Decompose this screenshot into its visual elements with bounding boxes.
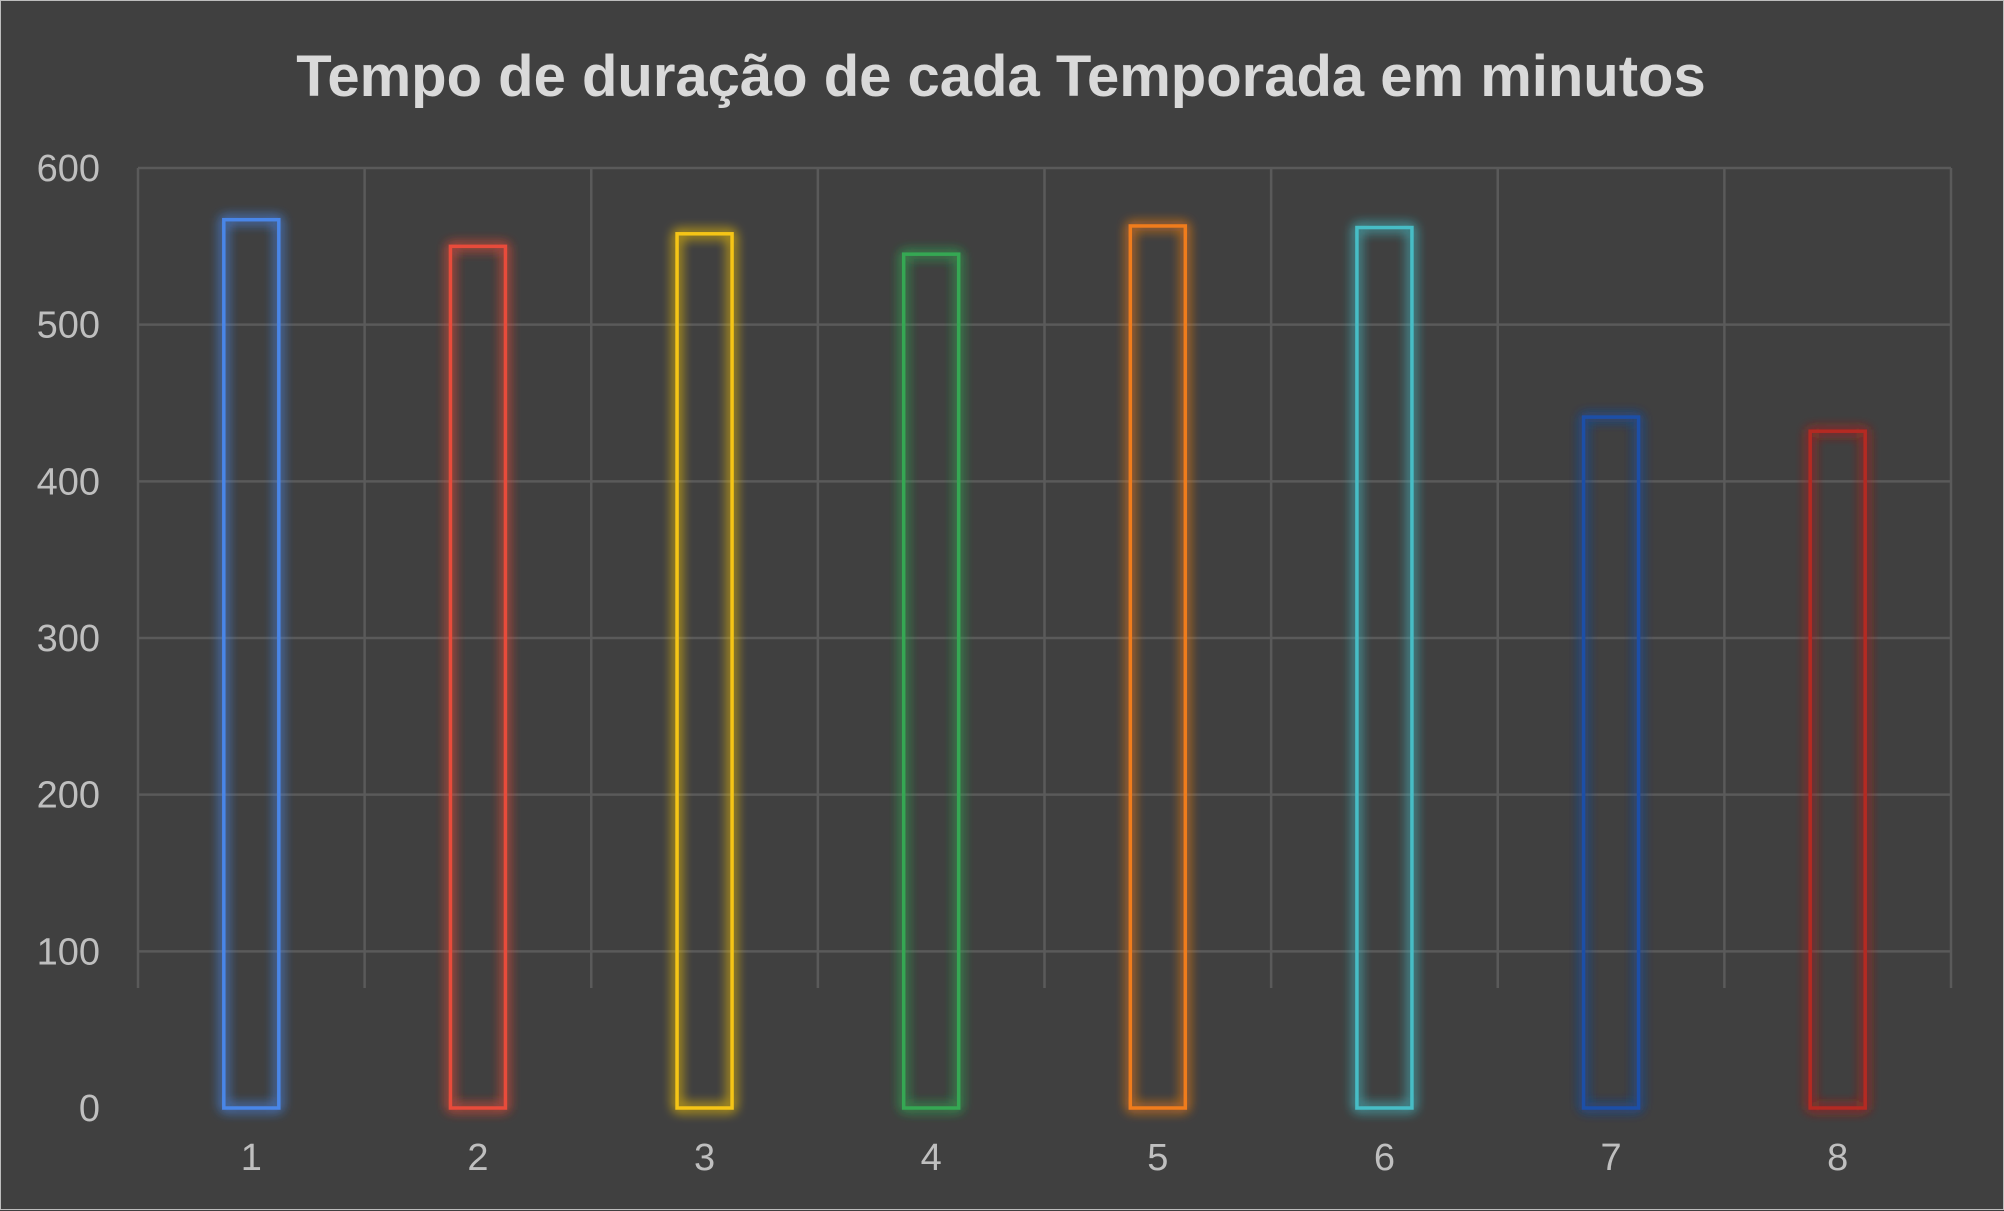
x-tick-label: 1 xyxy=(241,1137,262,1179)
bar-season-2 xyxy=(448,244,508,1110)
y-tick-label: 300 xyxy=(37,618,100,660)
bar-season-4 xyxy=(901,252,961,1110)
y-tick-label: 500 xyxy=(37,305,100,347)
y-tick-label: 600 xyxy=(37,148,100,190)
x-tick-label: 5 xyxy=(1147,1137,1168,1179)
bars xyxy=(222,217,1867,1110)
y-tick-label: 200 xyxy=(37,775,100,817)
bar-season-5 xyxy=(1128,224,1188,1110)
y-tick-label: 100 xyxy=(37,931,100,973)
bar-season-7 xyxy=(1581,415,1641,1110)
bar-season-1 xyxy=(222,217,281,1110)
x-tick-label: 7 xyxy=(1600,1137,1621,1179)
bar-season-6 xyxy=(1355,225,1414,1110)
x-tick-label: 3 xyxy=(694,1137,715,1179)
grid xyxy=(136,166,1953,988)
x-tick-label: 8 xyxy=(1827,1137,1848,1179)
x-tick-label: 6 xyxy=(1374,1137,1395,1179)
chart-title: Tempo de duração de cada Temporada em mi… xyxy=(296,44,1706,109)
x-tick-label: 4 xyxy=(921,1137,942,1179)
y-axis-ticks: 0 100 200 300 400 500 600 xyxy=(37,148,100,1130)
x-axis-ticks: 1 2 3 4 5 6 7 8 xyxy=(241,1137,1849,1179)
bar-season-3 xyxy=(675,232,734,1110)
y-tick-label: 400 xyxy=(37,461,100,503)
x-tick-label: 2 xyxy=(467,1137,488,1179)
y-tick-label: 0 xyxy=(79,1088,100,1130)
bar-season-8 xyxy=(1808,429,1867,1110)
